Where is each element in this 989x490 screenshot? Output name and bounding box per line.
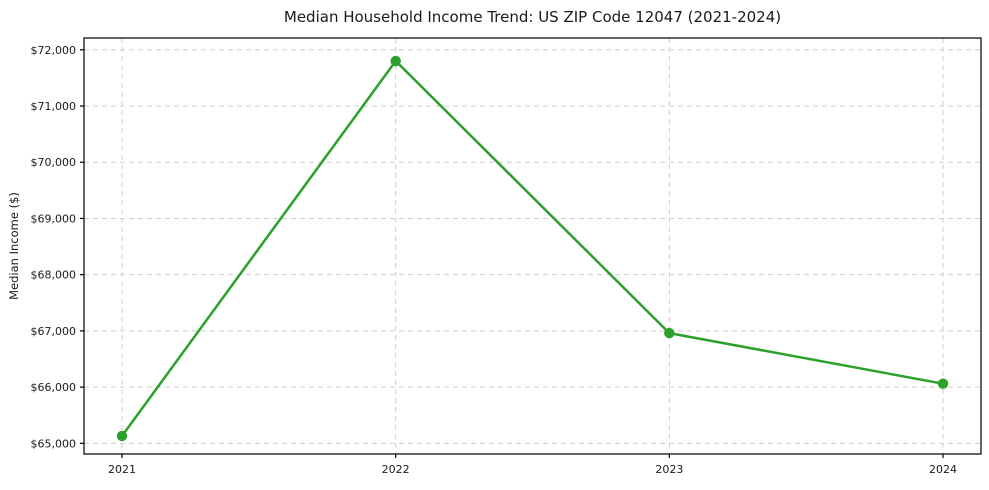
data-point-marker — [390, 55, 401, 67]
data-point-marker — [116, 430, 128, 442]
x-tick-label: 2023 — [655, 463, 683, 476]
x-tick-label: 2022 — [382, 463, 410, 476]
series-line — [120, 59, 945, 438]
data-point-marker — [664, 327, 675, 339]
y-tick-label: $68,000 — [31, 269, 77, 282]
x-tick-label: 2021 — [108, 463, 136, 476]
y-tick-label: $72,000 — [31, 44, 77, 57]
x-tick-label: 2024 — [929, 463, 957, 476]
plot-border — [83, 37, 982, 455]
y-tick-label: $65,000 — [31, 437, 77, 450]
y-tick-label: $67,000 — [31, 325, 77, 338]
y-tick-label: $69,000 — [31, 212, 77, 225]
y-tick-label: $71,000 — [31, 100, 77, 113]
y-tick-label: $66,000 — [31, 381, 77, 394]
data-point-marker — [937, 378, 949, 389]
y-tick-label: $70,000 — [31, 156, 77, 169]
chart-title: Median Household Income Trend: US ZIP Co… — [283, 8, 782, 26]
